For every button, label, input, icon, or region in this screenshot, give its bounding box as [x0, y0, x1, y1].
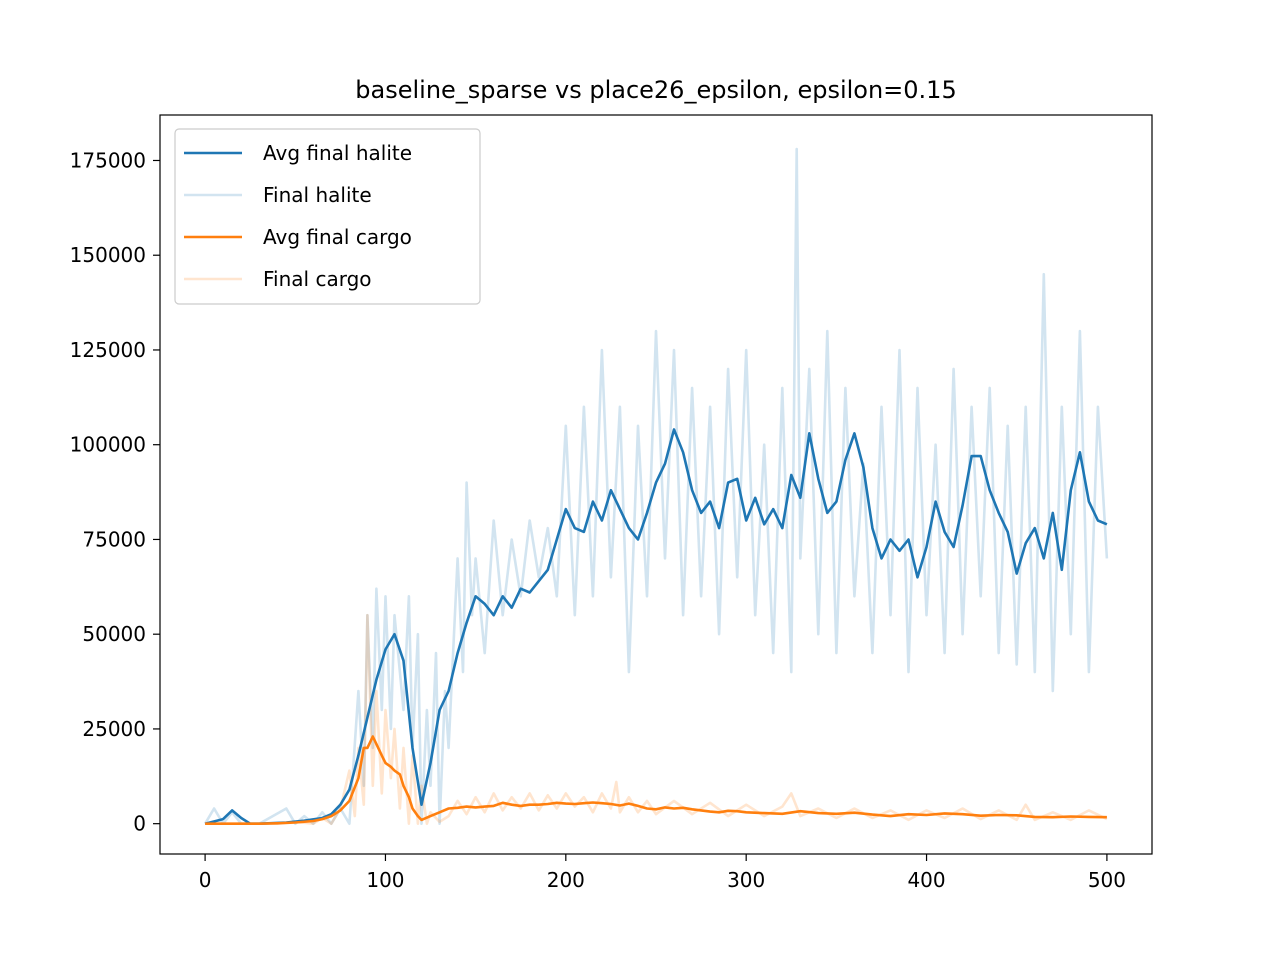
x-tick-label: 200 — [547, 868, 585, 892]
x-tick-label: 500 — [1088, 868, 1126, 892]
y-tick-label: 75000 — [82, 527, 146, 551]
y-tick-label: 125000 — [70, 338, 146, 362]
y-tick-label: 175000 — [70, 148, 146, 172]
x-tick-label: 400 — [907, 868, 945, 892]
y-tick-label: 25000 — [82, 717, 146, 741]
axes-frame — [159, 114, 1153, 855]
y-tick-label: 100000 — [70, 433, 146, 457]
legend: Avg final halite Final halite Avg final ca… — [174, 128, 481, 305]
legend-box — [174, 128, 481, 305]
x-tick-label: 100 — [366, 868, 404, 892]
x-tick-label: 0 — [199, 868, 212, 892]
plot-area — [159, 114, 1153, 855]
y-tick-label: 150000 — [70, 243, 146, 267]
series-line-avg-final-halite — [204, 428, 1108, 825]
series-line-avg-final-cargo — [205, 735, 1107, 825]
series-group — [203, 147, 1109, 825]
legend-label: Avg final cargo — [263, 225, 412, 249]
legend-label: Final halite — [263, 183, 372, 207]
x-axis: 0 100 200 300 400 500 — [199, 854, 1126, 892]
legend-label: Avg final halite — [263, 141, 412, 165]
chart-title: baseline_sparse vs place26_epsilon, epsi… — [355, 76, 956, 104]
legend-label: Final cargo — [263, 267, 372, 291]
x-tick-label: 300 — [727, 868, 765, 892]
y-axis: 0 25000 50000 75000 100000 125000 150000 175000 — [70, 148, 160, 836]
y-tick-label: 0 — [133, 812, 146, 836]
y-tick-label: 50000 — [82, 622, 146, 646]
